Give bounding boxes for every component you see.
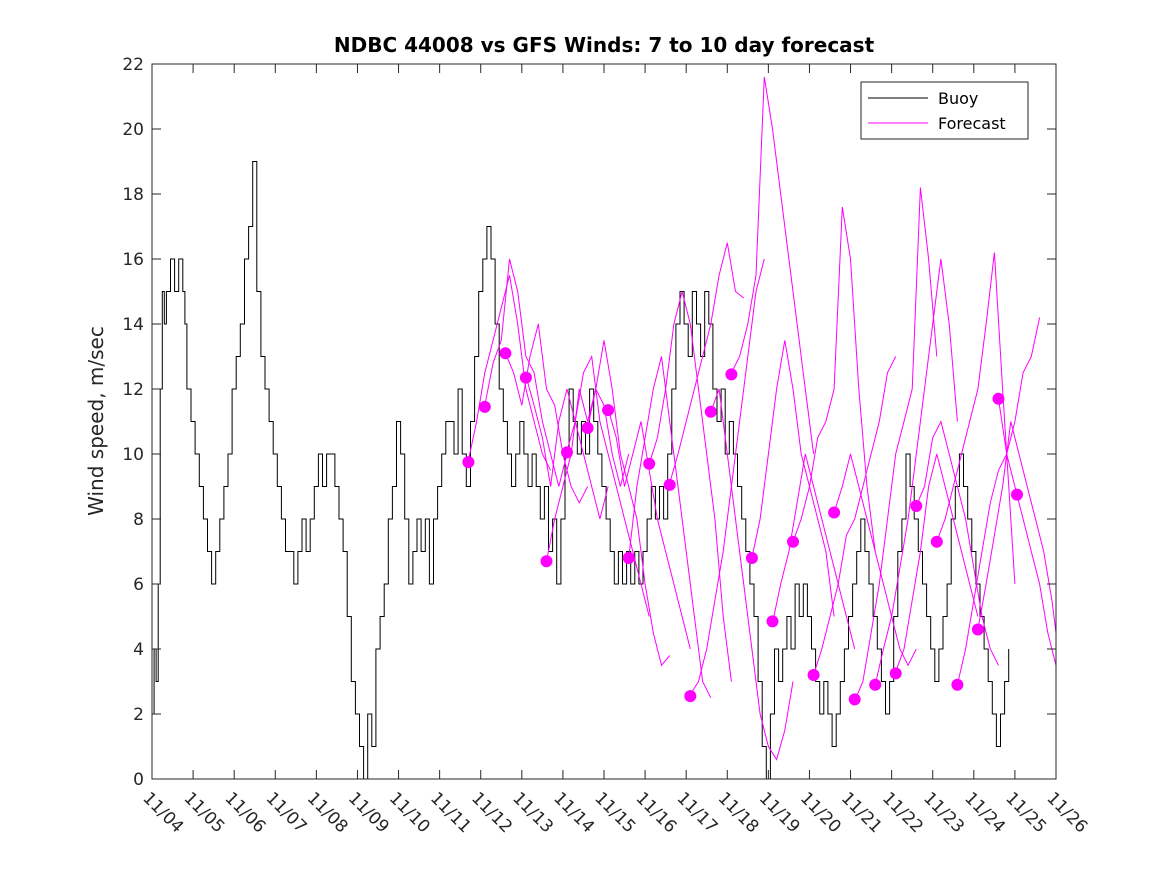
forecast-marker bbox=[807, 669, 820, 681]
forecast-line bbox=[730, 76, 815, 455]
forecast-marker bbox=[930, 535, 943, 548]
forecast-series bbox=[467, 76, 1057, 761]
forecast-line bbox=[854, 187, 938, 702]
forecast-markers bbox=[462, 347, 1023, 706]
forecast-marker bbox=[889, 667, 902, 680]
forecast-marker bbox=[540, 555, 553, 568]
legend-box bbox=[860, 81, 1029, 140]
forecast-line bbox=[813, 356, 897, 676]
forecast-line bbox=[628, 356, 712, 699]
forecast-marker bbox=[663, 478, 676, 491]
forecast-line bbox=[689, 258, 765, 695]
forecast-marker bbox=[869, 678, 882, 691]
forecast-line bbox=[546, 387, 630, 562]
forecast-marker bbox=[828, 506, 841, 519]
forecast-line bbox=[792, 206, 876, 552]
chart-title: NDBC 44008 vs GFS Winds: 7 to 10 day for… bbox=[334, 33, 875, 57]
y-tick-label: 10 bbox=[122, 445, 144, 465]
y-tick-label: 6 bbox=[133, 575, 144, 595]
y-tick-label: 18 bbox=[122, 185, 144, 205]
forecast-marker bbox=[499, 347, 512, 360]
forecast-marker bbox=[992, 392, 1005, 405]
forecast-marker bbox=[478, 400, 491, 413]
forecast-marker bbox=[766, 615, 779, 628]
forecast-marker bbox=[622, 552, 635, 564]
forecast-marker bbox=[745, 552, 758, 564]
forecast-line bbox=[669, 242, 745, 484]
forecast-marker bbox=[519, 371, 532, 384]
forecast-line bbox=[915, 420, 999, 666]
forecast-marker bbox=[725, 368, 738, 381]
y-tick-label: 16 bbox=[122, 250, 144, 270]
forecast-marker bbox=[787, 535, 799, 548]
y-tick-label: 2 bbox=[133, 705, 144, 725]
forecast-line bbox=[956, 317, 1041, 685]
forecast-marker bbox=[1011, 488, 1023, 501]
forecast-line bbox=[566, 354, 650, 617]
y-tick-label: 20 bbox=[122, 120, 144, 140]
forecast-line bbox=[936, 252, 1016, 585]
forecast-line bbox=[648, 291, 732, 682]
forecast-marker bbox=[643, 457, 656, 470]
y-tick-label: 12 bbox=[122, 380, 144, 400]
forecast-marker bbox=[704, 405, 717, 418]
legend-forecast-label: Forecast bbox=[938, 114, 1006, 133]
forecast-line bbox=[751, 340, 835, 617]
forecast-line bbox=[772, 453, 856, 650]
forecast-line bbox=[833, 453, 917, 667]
forecast-line bbox=[525, 375, 609, 520]
forecast-marker bbox=[602, 404, 615, 417]
forecast-line bbox=[998, 398, 1057, 666]
legend-buoy-label: Buoy bbox=[938, 89, 978, 108]
legend: Buoy Forecast bbox=[860, 81, 1029, 140]
forecast-line bbox=[504, 323, 589, 504]
y-axis-label: Wind speed, m/sec bbox=[84, 326, 108, 516]
forecast-line bbox=[710, 388, 794, 761]
forecast-marker bbox=[848, 693, 861, 706]
y-tick-label: 0 bbox=[133, 770, 144, 790]
forecast-marker bbox=[561, 446, 573, 459]
y-tick-label: 22 bbox=[122, 55, 144, 75]
y-tick-label: 4 bbox=[133, 640, 144, 660]
forecast-line bbox=[467, 275, 552, 471]
forecast-line bbox=[895, 453, 979, 672]
y-tick-label: 8 bbox=[133, 510, 144, 530]
forecast-line bbox=[874, 258, 958, 685]
forecast-marker bbox=[684, 690, 697, 703]
forecast-line bbox=[607, 408, 691, 650]
forecast-marker bbox=[910, 500, 923, 512]
forecast-line bbox=[977, 421, 1057, 633]
y-ticks: 0 2 4 6 8 10 12 14 16 18 20 22 bbox=[122, 55, 1056, 790]
forecast-marker bbox=[951, 678, 964, 691]
forecast-marker bbox=[581, 422, 594, 434]
y-tick-label: 14 bbox=[122, 315, 144, 335]
forecast-marker bbox=[971, 623, 984, 636]
forecast-line bbox=[587, 340, 671, 667]
forecast-marker bbox=[462, 456, 475, 469]
